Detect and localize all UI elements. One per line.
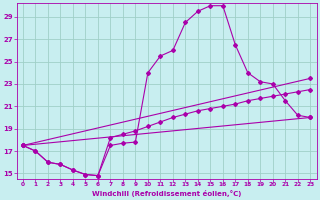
X-axis label: Windchill (Refroidissement éolien,°C): Windchill (Refroidissement éolien,°C) <box>92 190 241 197</box>
